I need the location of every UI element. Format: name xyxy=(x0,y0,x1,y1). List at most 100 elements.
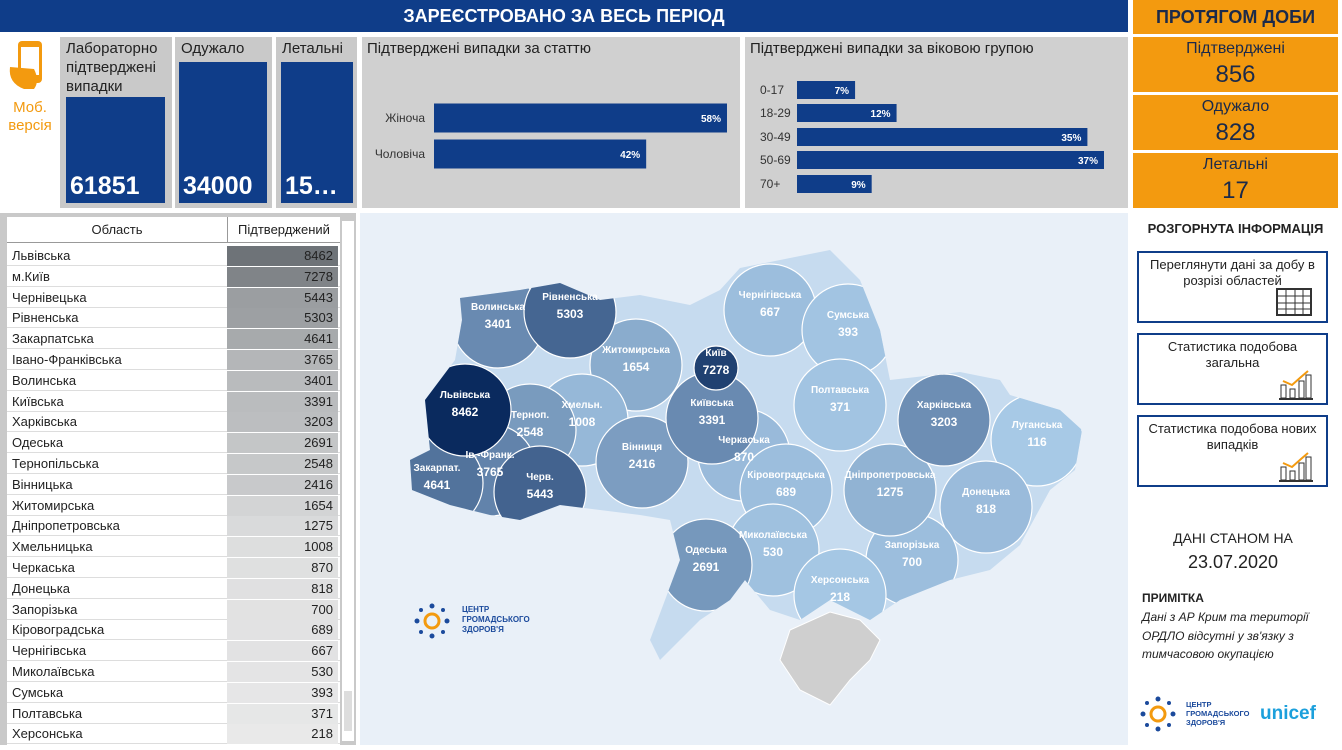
value-cell: 3391 xyxy=(227,391,338,412)
note-title: ПРИМІТКА xyxy=(1142,591,1204,605)
value-cell: 371 xyxy=(227,703,338,724)
bar xyxy=(797,81,856,99)
scrollbar[interactable] xyxy=(342,221,354,741)
logo-icon xyxy=(414,603,450,639)
region-name: Вінницька xyxy=(12,476,73,492)
value-cell: 1654 xyxy=(227,495,338,516)
region-value: 1008 xyxy=(304,539,333,555)
region-label: Черкаська xyxy=(718,435,770,446)
table-row: Дніпропетровська 1275 xyxy=(7,516,340,537)
logo: ЦЕНТР ГРОМАДСЬКОГО ЗДОРОВ'Я xyxy=(412,601,542,641)
region-value: 3391 xyxy=(304,393,333,409)
region-label: Полтавська xyxy=(811,385,869,396)
total-label: Одужало xyxy=(181,40,245,57)
region-name: Рівненська xyxy=(12,310,79,326)
chart-icon xyxy=(1279,452,1313,482)
value-cell: 4641 xyxy=(227,329,338,350)
region-label: Миколаївська xyxy=(739,530,808,541)
total-value: 34000 xyxy=(183,172,253,200)
region-value: 218 xyxy=(830,590,850,604)
mobile-label: Моб. версія xyxy=(8,99,52,134)
total-value: 15… xyxy=(285,172,338,200)
nav-button[interactable]: Переглянути дані за добу в розрізі облас… xyxy=(1137,251,1328,323)
region-label: Тернoп. xyxy=(511,410,549,421)
region-value: 8462 xyxy=(452,405,479,419)
mobile-link[interactable]: Моб. версія xyxy=(2,37,58,147)
region-name: Чернівецька xyxy=(12,289,87,305)
button-label: Переглянути дані за добу в розрізі облас… xyxy=(1150,257,1315,288)
value-cell: 2691 xyxy=(227,433,338,454)
region-value: 530 xyxy=(311,664,333,679)
value-cell: 1275 xyxy=(227,516,338,537)
region-label: Луганська xyxy=(1012,420,1063,431)
region-value: 3765 xyxy=(477,465,504,479)
region-value: 371 xyxy=(311,705,333,721)
total-card: Одужало 34000 xyxy=(175,37,272,208)
nav-button[interactable]: Статистика подобова загальна xyxy=(1137,333,1328,405)
region-value: 5443 xyxy=(304,289,333,305)
regions xyxy=(410,263,1082,642)
logo-icon xyxy=(1140,696,1176,732)
value-label: 12% xyxy=(871,109,891,120)
table-row: Миколаївська 530 xyxy=(7,662,340,682)
region-name: Сумська xyxy=(12,684,64,700)
value-cell: 667 xyxy=(227,641,338,662)
unicef-logo: unicef xyxy=(1260,703,1316,724)
category-label: 50-69 xyxy=(760,153,791,167)
nav-button[interactable]: Статистика подобова нових випадків xyxy=(1137,415,1328,487)
chart: 0-17 7% 18-29 12% 30-49 35% 50-69 37% 70+ 9% xyxy=(760,81,1104,193)
region-value: 2416 xyxy=(304,476,333,492)
scroll-thumb xyxy=(344,691,352,731)
chart-panel: Підтверджені випадки за статтю Жіноча 58% Ч… xyxy=(362,37,740,208)
value-cell: 818 xyxy=(227,578,338,599)
region-value: 2691 xyxy=(693,560,720,574)
table-row: Рівненська 5303 xyxy=(7,308,340,329)
value-label: 7% xyxy=(835,86,850,97)
daily-label: Одужало xyxy=(1201,98,1270,115)
region-value: 818 xyxy=(976,502,996,516)
region-value: 3401 xyxy=(485,317,512,331)
region-label: Волинська xyxy=(471,302,525,313)
value-cell: 3203 xyxy=(227,412,338,433)
region-value: 1275 xyxy=(304,518,333,534)
table: Область Підтверджений Львівська 8462 м.Київ 7… xyxy=(7,217,340,745)
table-row: Чернігівська 667 xyxy=(7,641,340,662)
region xyxy=(793,358,887,452)
sidebar-title: РОЗГОРНУТА ІНФОРМАЦІЯ xyxy=(1147,221,1324,236)
region-label: Кіровоградська xyxy=(747,470,825,481)
region-label: Ів.-Франк. xyxy=(465,450,514,461)
map: Чернігівська 667 Сумська 393 Полтавська 371 Лу… xyxy=(410,250,1082,706)
total-label: Лабораторно підтверджені випадки xyxy=(66,40,158,95)
chart-title: Підтверджені випадки за віковою групою xyxy=(750,40,1034,57)
region-name: Чернігівська xyxy=(12,643,87,659)
daily-card: Летальні 17 xyxy=(1133,153,1338,208)
daily-label: Летальні xyxy=(1203,156,1268,173)
bar xyxy=(797,175,872,193)
region-label: Черв. xyxy=(526,472,554,483)
region-value: 2691 xyxy=(304,435,333,451)
table-row: Закарпатська 4641 xyxy=(7,329,340,350)
region-name: Запорізька xyxy=(12,601,78,617)
region-value: 371 xyxy=(830,400,850,414)
region-value: 5443 xyxy=(527,487,554,501)
crimea xyxy=(779,611,881,706)
table-row: м.Київ 7278 xyxy=(7,266,340,287)
chart: Жіноча 58% Чоловіча 42% xyxy=(375,103,727,169)
region-value: 4641 xyxy=(424,478,451,492)
region-label: Запорізька xyxy=(885,540,940,551)
region-label: Донецька xyxy=(962,487,1010,498)
region-value: 689 xyxy=(311,622,333,638)
region-name: Херсонська xyxy=(12,726,83,742)
table-row: Хмельницька 1008 xyxy=(7,537,340,558)
region-value: 1008 xyxy=(569,415,596,429)
region-name: Миколаївська xyxy=(12,664,95,679)
button-label: Статистика подобова загальна xyxy=(1167,339,1298,370)
table-row: Кіровоградська 689 xyxy=(7,620,340,641)
table-row: Херсонська 218 xyxy=(7,724,340,745)
chart-title: Підтверджені випадки за статтю xyxy=(367,40,592,57)
table-row: Запорізька 700 xyxy=(7,599,340,620)
value-cell: 3765 xyxy=(227,350,338,370)
region-label: Закарпат. xyxy=(414,463,461,474)
region-name: Волинська xyxy=(12,372,77,388)
